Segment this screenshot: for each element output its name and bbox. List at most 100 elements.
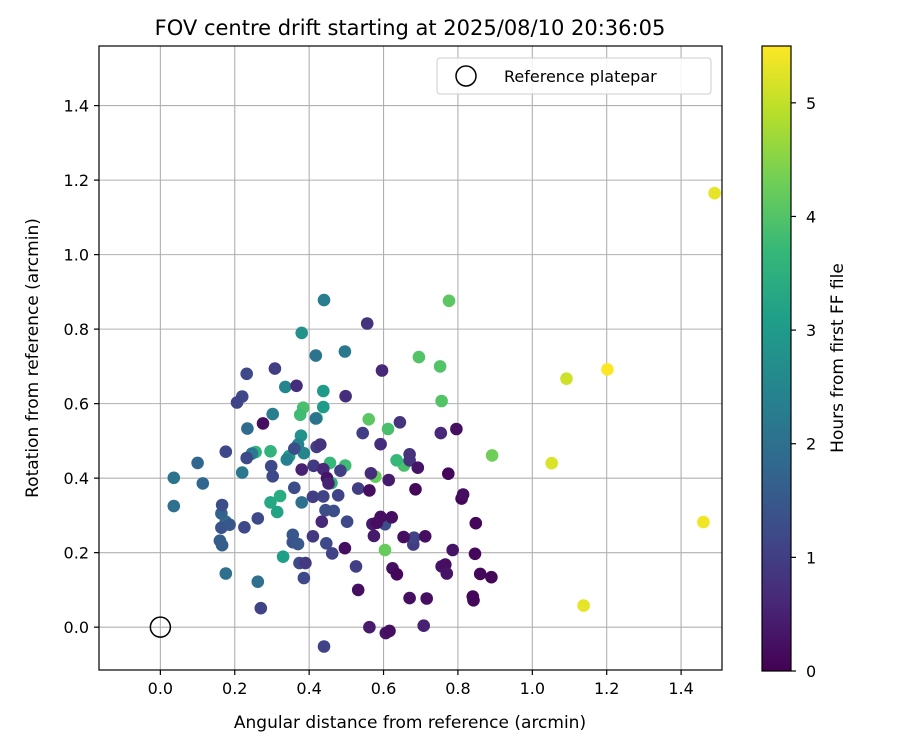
data-point <box>339 389 352 403</box>
data-point <box>315 515 329 528</box>
chart-title: FOV centre drift starting at 2025/08/10 … <box>155 16 666 40</box>
data-point <box>297 571 311 585</box>
data-point <box>325 547 339 560</box>
data-point <box>456 488 470 501</box>
y-tick-label: 1.0 <box>64 246 89 265</box>
legend-entry-reference-platepar: Reference platepar <box>504 67 657 86</box>
data-point <box>196 477 210 490</box>
data-point <box>467 594 480 607</box>
data-point <box>697 515 710 529</box>
data-point <box>450 422 463 436</box>
data-point <box>191 456 204 470</box>
data-point <box>362 413 376 426</box>
data-point <box>327 504 341 518</box>
data-point <box>420 592 434 605</box>
data-point <box>485 449 499 462</box>
data-point <box>473 567 487 581</box>
data-point <box>351 482 365 495</box>
data-point <box>314 438 327 451</box>
data-point <box>363 484 376 497</box>
data-point <box>317 293 331 307</box>
data-point <box>276 550 290 563</box>
x-tick-label: 0.8 <box>445 679 470 698</box>
data-point <box>317 640 331 653</box>
colorbar-tick-label: 2 <box>806 435 816 454</box>
data-point <box>309 412 323 425</box>
data-point <box>215 538 229 552</box>
grid-lines <box>99 46 722 670</box>
data-point <box>601 363 614 376</box>
data-point <box>364 467 378 480</box>
data-point <box>708 186 721 200</box>
data-point <box>317 400 330 414</box>
data-point <box>434 426 448 440</box>
data-point <box>254 601 268 615</box>
data-point <box>375 364 389 377</box>
legend-open-circle-marker <box>455 65 477 87</box>
data-point <box>317 490 330 503</box>
data-point <box>418 530 432 543</box>
data-point <box>469 516 483 530</box>
data-point <box>251 512 265 525</box>
x-tick-label: 1.4 <box>668 679 693 698</box>
data-point <box>309 349 323 362</box>
data-point <box>446 543 460 557</box>
data-point <box>338 345 352 358</box>
data-point <box>167 471 181 485</box>
data-point <box>317 384 330 398</box>
data-points <box>167 186 721 653</box>
x-tick-label: 0.4 <box>296 679 321 698</box>
colorbar: 0 1 2 3 4 5 Hours from first FF file <box>761 45 848 681</box>
y-axis-ticks: 0.0 0.2 0.4 0.6 0.8 1.0 1.2 1.4 <box>64 97 99 637</box>
data-point <box>560 372 573 386</box>
data-point <box>288 481 301 495</box>
data-point <box>295 326 309 340</box>
colorbar-tick-label: 4 <box>806 207 816 226</box>
data-point <box>385 511 399 524</box>
data-point <box>264 496 277 509</box>
data-point <box>167 499 181 513</box>
data-point <box>338 541 352 555</box>
data-point <box>264 459 278 473</box>
data-point <box>397 530 410 544</box>
y-axis-label: Rotation from reference (arcmin) <box>23 218 43 498</box>
data-point <box>290 379 303 393</box>
data-point <box>306 530 320 543</box>
data-point <box>545 456 558 470</box>
data-point <box>235 466 249 479</box>
data-point <box>577 599 590 612</box>
data-point <box>374 437 387 451</box>
data-point <box>409 483 422 496</box>
data-point <box>334 464 347 478</box>
data-point <box>433 360 447 373</box>
data-point <box>295 463 309 476</box>
data-point <box>320 537 333 550</box>
data-point <box>435 394 448 408</box>
x-axis-label: Angular distance from reference (arcmin) <box>234 713 586 733</box>
data-point <box>378 543 392 557</box>
data-point <box>240 451 253 465</box>
data-point <box>440 567 454 580</box>
colorbar-tick-label: 1 <box>806 548 816 567</box>
data-point <box>279 380 292 394</box>
data-point <box>215 498 229 512</box>
data-point <box>251 575 265 588</box>
data-point <box>238 521 251 534</box>
data-point <box>280 453 294 466</box>
x-tick-label: 0.0 <box>148 679 173 698</box>
data-point <box>403 591 416 605</box>
data-point <box>240 367 253 381</box>
data-point <box>219 567 233 580</box>
data-point <box>390 454 403 467</box>
colorbar-tick-label: 3 <box>806 321 816 340</box>
data-point <box>288 442 301 456</box>
colorbar-tick-label: 0 <box>806 662 816 681</box>
data-point <box>306 490 320 504</box>
x-tick-label: 0.6 <box>371 679 396 698</box>
data-point <box>390 568 404 581</box>
data-point <box>411 461 425 475</box>
data-point <box>219 445 233 459</box>
data-point <box>393 416 407 429</box>
x-tick-label: 0.2 <box>222 679 247 698</box>
